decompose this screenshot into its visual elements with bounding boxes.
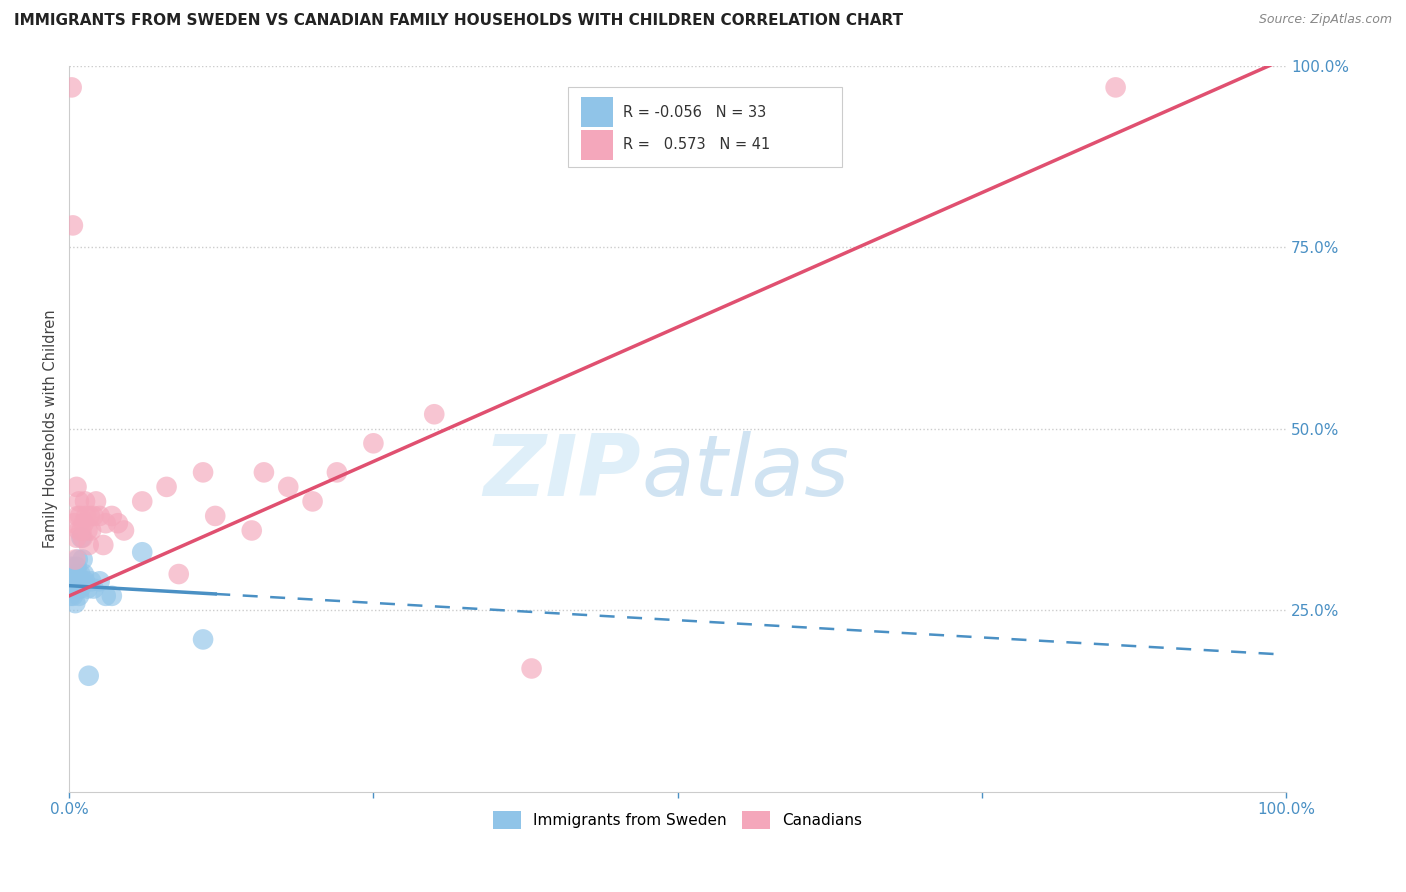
FancyBboxPatch shape	[582, 97, 613, 128]
FancyBboxPatch shape	[568, 87, 842, 168]
Point	[101, 589, 124, 603]
Point	[72, 552, 94, 566]
Point	[63, 516, 86, 531]
Legend: Immigrants from Sweden, Canadians: Immigrants from Sweden, Canadians	[488, 805, 868, 835]
Point	[60, 574, 83, 589]
Text: R = -0.056   N = 33: R = -0.056 N = 33	[623, 104, 766, 120]
Point	[66, 552, 89, 566]
Point	[77, 538, 100, 552]
Point	[76, 582, 98, 596]
Point	[67, 524, 90, 538]
Point	[65, 582, 87, 596]
Point	[83, 508, 105, 523]
Point	[65, 582, 87, 596]
Point	[66, 567, 89, 582]
Point	[80, 524, 103, 538]
Point	[301, 494, 323, 508]
Point	[66, 508, 89, 523]
Point	[79, 508, 101, 523]
Point	[363, 436, 385, 450]
Point	[69, 508, 91, 523]
Point	[65, 596, 87, 610]
Point	[112, 524, 135, 538]
Point	[191, 466, 214, 480]
Point	[131, 494, 153, 508]
Point	[204, 508, 226, 523]
Point	[65, 552, 87, 566]
Point	[80, 574, 103, 589]
Point	[67, 494, 90, 508]
Point	[63, 582, 86, 596]
Point	[65, 531, 87, 545]
Text: atlas: atlas	[641, 431, 849, 514]
Point	[89, 574, 111, 589]
Point	[73, 516, 96, 531]
Point	[191, 632, 214, 647]
Point	[59, 589, 82, 603]
Point	[62, 219, 84, 233]
Point	[94, 516, 117, 531]
Point	[94, 589, 117, 603]
Point	[277, 480, 299, 494]
Point	[72, 531, 94, 545]
Point	[73, 567, 96, 582]
Point	[253, 466, 276, 480]
Point	[76, 524, 98, 538]
Point	[67, 589, 90, 603]
Point	[1104, 80, 1126, 95]
Point	[89, 508, 111, 523]
Point	[155, 480, 177, 494]
Point	[423, 407, 446, 421]
Point	[60, 80, 83, 95]
Point	[73, 494, 96, 508]
Point	[63, 567, 86, 582]
Point	[83, 582, 105, 596]
Point	[91, 538, 114, 552]
Text: Source: ZipAtlas.com: Source: ZipAtlas.com	[1258, 13, 1392, 27]
Text: R =   0.573   N = 41: R = 0.573 N = 41	[623, 137, 770, 153]
Point	[69, 567, 91, 582]
Point	[73, 574, 96, 589]
Text: ZIP: ZIP	[484, 431, 641, 514]
Point	[75, 508, 97, 523]
Point	[107, 516, 129, 531]
Point	[167, 567, 190, 582]
Point	[77, 669, 100, 683]
Point	[69, 582, 91, 596]
Point	[70, 574, 93, 589]
Point	[84, 494, 107, 508]
FancyBboxPatch shape	[582, 129, 613, 160]
Point	[60, 559, 83, 574]
Point	[66, 582, 89, 596]
Y-axis label: Family Households with Children: Family Households with Children	[44, 310, 58, 548]
Point	[65, 559, 87, 574]
Point	[520, 661, 543, 675]
Point	[101, 508, 124, 523]
Text: IMMIGRANTS FROM SWEDEN VS CANADIAN FAMILY HOUSEHOLDS WITH CHILDREN CORRELATION C: IMMIGRANTS FROM SWEDEN VS CANADIAN FAMIL…	[14, 13, 903, 29]
Point	[65, 480, 87, 494]
Point	[326, 466, 349, 480]
Point	[70, 524, 93, 538]
Point	[65, 574, 87, 589]
Point	[240, 524, 263, 538]
Point	[62, 589, 84, 603]
Point	[67, 574, 90, 589]
Point	[70, 531, 93, 545]
Point	[62, 574, 84, 589]
Point	[131, 545, 153, 559]
